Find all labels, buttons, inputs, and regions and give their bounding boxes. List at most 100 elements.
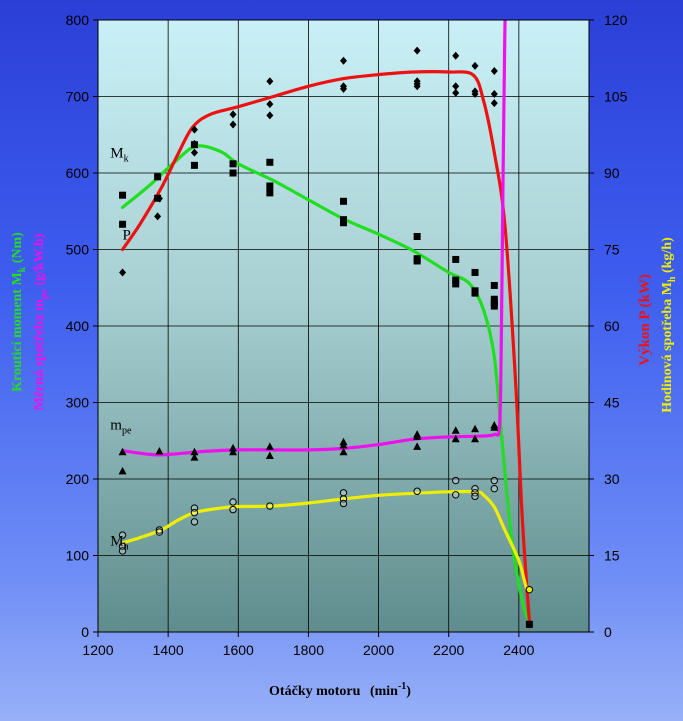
- left-tick-label: 400: [66, 318, 90, 334]
- left-tick-label: 700: [66, 89, 90, 105]
- data-point-mh: [339, 489, 348, 497]
- data-point-p: [119, 268, 127, 277]
- x-axis-title-text: Otáčky motoru: [269, 684, 361, 699]
- data-point-mk: [452, 276, 460, 284]
- series-line-mh: [120, 489, 531, 593]
- data-point-mk: [190, 161, 198, 169]
- right-tick-label: 15: [604, 548, 620, 564]
- right-tick-label: 90: [604, 165, 620, 181]
- left-tick-label: 500: [66, 242, 90, 258]
- data-point-mpe: [229, 447, 238, 456]
- data-point-mk: [413, 232, 421, 240]
- x-tick-label: 2200: [433, 642, 464, 658]
- data-point-mh: [118, 547, 127, 555]
- right-axis-title-hourly-consumption-end: (kg/h): [660, 237, 675, 277]
- data-point-mk: [471, 268, 479, 276]
- x-tick-label: 1400: [153, 642, 184, 658]
- right-axis-title-hourly-consumption-sub: h: [667, 276, 678, 282]
- data-point-mh: [229, 505, 237, 514]
- right-tick-label: 120: [604, 12, 628, 28]
- data-point-mpe: [451, 426, 460, 434]
- data-point-mh: [452, 491, 460, 499]
- data-point-mk: [340, 219, 347, 227]
- left-axis-title-specific-consumption-sub: pe: [39, 289, 50, 300]
- data-point-p: [452, 51, 460, 60]
- data-point-mh: [413, 487, 421, 495]
- data-point-mk: [490, 295, 498, 303]
- data-point-mpe: [155, 446, 164, 455]
- left-axis-title-specific-consumption-end: (g/kW.h): [32, 233, 47, 289]
- left-axis-title-torque-text: Krouticí moment M: [10, 272, 25, 392]
- data-point-mpe: [451, 434, 460, 443]
- left-tick-label: 200: [66, 471, 90, 487]
- data-point-mk: [266, 158, 274, 166]
- data-point-mk: [452, 255, 460, 263]
- series-label-p: P: [123, 227, 131, 243]
- right-tick-label: 45: [604, 395, 620, 411]
- x-tick-label: 1600: [223, 642, 254, 658]
- data-point-p: [340, 56, 347, 65]
- right-axis-title-hourly-consumption: Hodinová spotřeba Mh (kg/h): [660, 237, 678, 413]
- data-point-mk: [471, 289, 479, 297]
- data-point-mh: [471, 492, 479, 501]
- data-point-p: [229, 110, 237, 119]
- series-line-p: [120, 70, 531, 624]
- data-point-mpe: [490, 423, 499, 431]
- left-tick-label: 300: [66, 395, 90, 411]
- data-point-mpe: [118, 466, 127, 475]
- data-point-p: [490, 89, 498, 98]
- data-point-mpe: [339, 447, 348, 456]
- left-axis-title-torque-end: (Nm): [10, 232, 25, 267]
- left-tick-label: 100: [66, 548, 90, 564]
- data-point-p: [266, 111, 274, 120]
- data-point-mh: [155, 528, 164, 536]
- data-point-p: [155, 194, 163, 203]
- data-point-p: [190, 139, 198, 148]
- data-point-p: [190, 148, 198, 157]
- data-point-p: [471, 61, 479, 70]
- data-point-mh: [229, 498, 237, 506]
- data-point-mk: [413, 257, 421, 265]
- x-tick-label: 2400: [503, 642, 534, 658]
- markers: [118, 46, 534, 629]
- left-axis-ticks: 0 100 200 300 400 500 600 700 800: [66, 12, 98, 640]
- left-tick-label: 800: [66, 12, 90, 28]
- data-point-mpe: [471, 434, 480, 443]
- data-point-mh: [525, 585, 534, 594]
- data-point-mpe: [190, 453, 199, 461]
- right-tick-label: 60: [604, 318, 620, 334]
- x-axis-ticks: 1200 1400 1600 1800 2000 2200 2400: [82, 632, 535, 658]
- data-point-mpe: [413, 442, 422, 450]
- x-axis-title-unit: (min: [370, 684, 398, 699]
- data-point-p: [340, 84, 347, 93]
- right-tick-label: 75: [604, 242, 620, 258]
- data-point-mk: [266, 182, 274, 190]
- series-label-mh: Mh: [110, 533, 128, 552]
- data-point-mpe: [471, 424, 480, 433]
- x-tick-label: 1800: [293, 642, 324, 658]
- data-point-p: [413, 46, 421, 55]
- series-label-mk: Mk: [110, 146, 128, 165]
- x-axis-title-unit-end: ): [406, 684, 411, 699]
- data-point-mk: [340, 197, 347, 205]
- data-point-mh: [452, 476, 460, 485]
- data-point-mpe: [190, 447, 199, 456]
- right-tick-label: 105: [604, 89, 628, 105]
- data-point-mh: [339, 499, 348, 508]
- data-point-p: [266, 77, 274, 86]
- left-axis-title-torque-sub: k: [17, 266, 28, 272]
- data-point-p: [525, 620, 533, 629]
- data-point-mk: [490, 302, 498, 310]
- data-point-mh: [490, 476, 499, 485]
- left-axis-title-specific-consumption: Měrná spotřeba mpe (g/kW.h): [32, 233, 50, 410]
- data-point-mpe: [265, 451, 274, 460]
- data-point-p: [154, 212, 162, 221]
- data-point-mk: [490, 281, 498, 289]
- series-label-mpe: mpe: [110, 417, 132, 436]
- data-point-p: [190, 125, 198, 134]
- left-tick-label: 0: [81, 624, 89, 640]
- data-point-mk: [266, 189, 274, 197]
- data-point-mpe: [265, 442, 274, 450]
- right-axis-title-power: Výkon P (kW): [637, 274, 653, 366]
